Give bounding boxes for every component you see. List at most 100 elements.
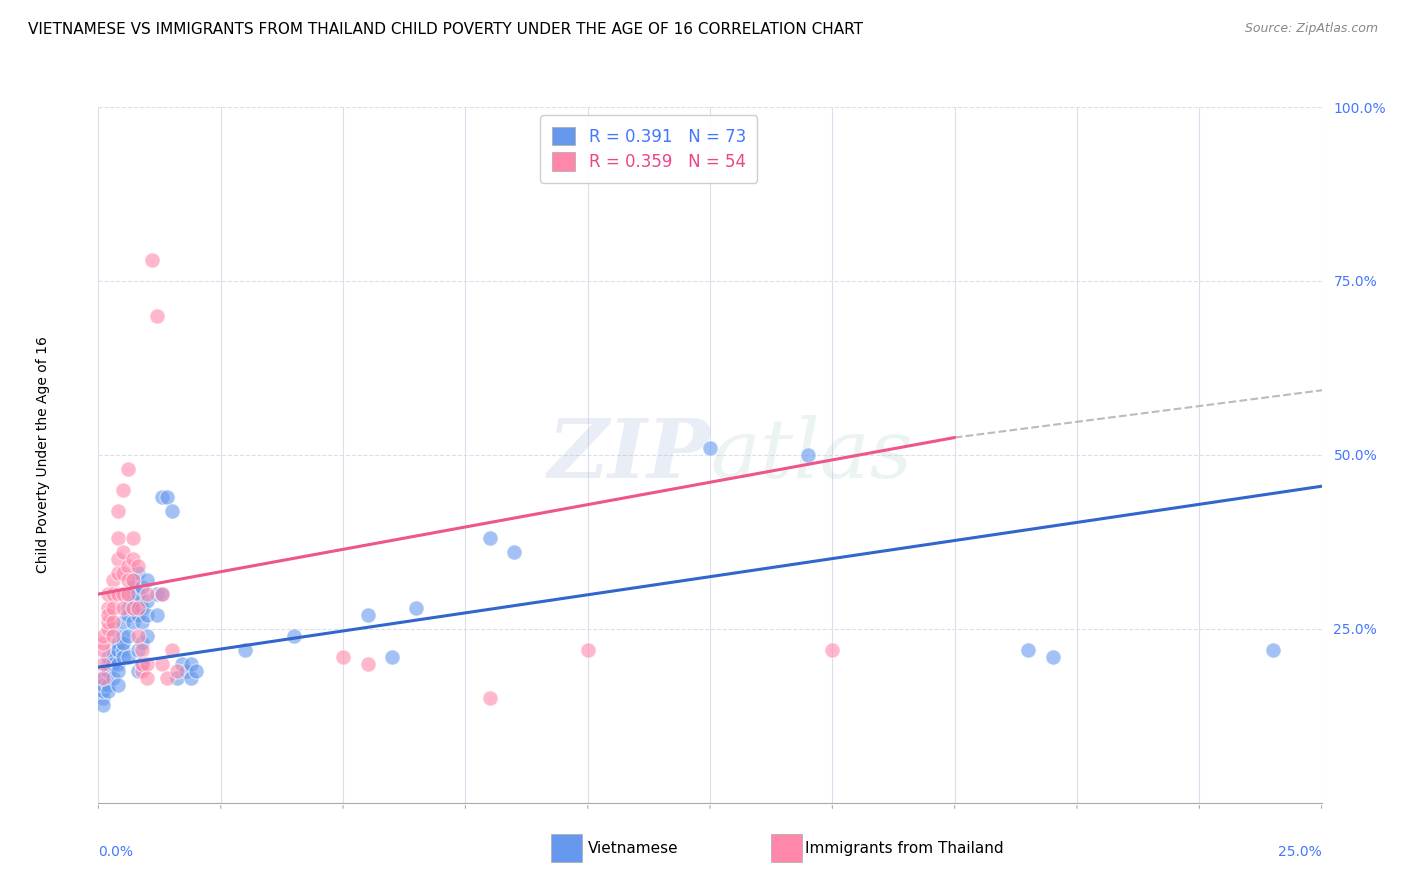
Point [1017,642,1039,657]
Point [117,607,139,622]
Point [97,607,120,622]
Point [107,664,129,678]
Point [127,587,149,601]
Point [91,671,114,685]
Point [141,253,163,268]
Point [101,601,124,615]
Point [101,615,124,629]
Point [156,671,179,685]
Point [107,566,129,581]
Point [121,601,143,615]
Point [121,601,143,615]
Point [111,601,134,615]
FancyBboxPatch shape [551,834,582,862]
Point [131,636,153,650]
Point [97,587,120,601]
Point [97,601,120,615]
Point [127,642,149,657]
Point [131,657,153,671]
Point [91,691,114,706]
Point [332,649,354,664]
Point [821,642,844,657]
Text: Child Poverty Under the Age of 16: Child Poverty Under the Age of 16 [37,336,51,574]
Point [146,587,169,601]
Point [136,607,159,622]
Point [131,664,153,678]
Point [127,559,149,574]
Point [91,636,114,650]
Point [131,615,153,629]
Point [111,642,134,657]
Point [121,580,143,594]
Point [117,587,139,601]
Point [503,545,526,559]
Point [111,566,134,581]
Point [131,601,153,615]
Point [91,642,114,657]
Text: 25.0%: 25.0% [1278,845,1322,858]
Point [117,587,139,601]
Point [117,649,139,664]
Point [97,622,120,636]
Point [101,649,124,664]
Point [111,483,134,497]
Point [107,636,129,650]
Point [121,573,143,587]
Point [176,664,198,678]
Point [107,503,129,517]
Point [111,629,134,643]
Point [136,587,159,601]
Point [381,649,404,664]
Point [101,573,124,587]
Point [91,629,114,643]
Point [101,671,124,685]
Point [91,684,114,698]
Text: Vietnamese: Vietnamese [588,840,678,855]
Point [166,671,188,685]
Point [121,615,143,629]
Point [478,691,501,706]
Point [131,657,153,671]
Point [576,642,599,657]
Point [111,545,134,559]
Point [136,629,159,643]
Point [91,657,114,671]
Point [166,664,188,678]
Point [127,566,149,581]
Point [127,601,149,615]
FancyBboxPatch shape [772,834,801,862]
Point [101,629,124,643]
Point [91,671,114,685]
Point [107,587,129,601]
Point [233,642,256,657]
Point [101,587,124,601]
Point [150,657,173,671]
Point [117,573,139,587]
Point [146,607,169,622]
Point [478,532,501,546]
Point [111,649,134,664]
Point [127,629,149,643]
Point [97,615,120,629]
Text: ZIP: ZIP [547,415,710,495]
Text: VIETNAMESE VS IMMIGRANTS FROM THAILAND CHILD POVERTY UNDER THE AGE OF 16 CORRELA: VIETNAMESE VS IMMIGRANTS FROM THAILAND C… [28,22,863,37]
Point [136,594,159,608]
Point [180,657,202,671]
Point [97,684,120,698]
Point [107,532,129,546]
Point [186,664,208,678]
Point [111,636,134,650]
Text: Source: ZipAtlas.com: Source: ZipAtlas.com [1244,22,1378,36]
Point [117,462,139,476]
Point [107,657,129,671]
Point [121,573,143,587]
Point [121,594,143,608]
Point [117,629,139,643]
Point [146,309,169,323]
Point [283,629,305,643]
Point [97,657,120,671]
Point [1042,649,1064,664]
Point [107,677,129,691]
Point [136,657,159,671]
Point [356,657,378,671]
